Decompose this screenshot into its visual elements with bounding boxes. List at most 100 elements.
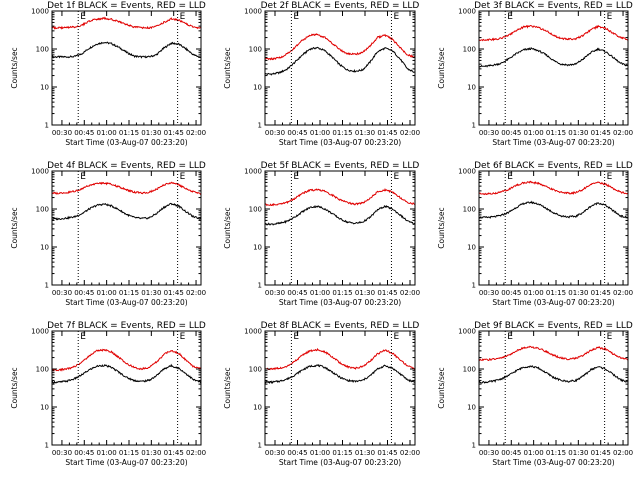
y-axis-title: Counts/sec — [437, 47, 446, 88]
x-tick-label: 01:15 — [332, 449, 352, 457]
x-tick-label: 01:00 — [310, 449, 330, 457]
x-tick-label: 01:15 — [546, 449, 566, 457]
y-tick-label: 10 — [40, 244, 49, 252]
x-tick-label: 01:45 — [164, 289, 184, 297]
y-tick-label: 100 — [249, 366, 262, 374]
x-tick-label: 01:45 — [377, 129, 397, 137]
y-axis-title: Counts/sec — [223, 207, 232, 248]
x-tick-label: 00:30 — [479, 449, 499, 457]
lld-line — [264, 33, 416, 61]
x-tick-label: 00:45 — [74, 289, 94, 297]
marker-label: E — [607, 172, 613, 182]
x-tick-label: 00:30 — [52, 449, 72, 457]
x-tick-label: 00:30 — [265, 129, 285, 137]
x-tick-label: 01:15 — [119, 129, 139, 137]
plot-frame — [51, 10, 202, 126]
plot-frame — [264, 170, 416, 286]
y-tick-label: 1000 — [458, 328, 476, 336]
x-tick-label: 01:30 — [355, 449, 375, 457]
panel-title: Det 2f BLACK = Events, RED = LLD — [261, 1, 420, 11]
y-tick-label: 1000 — [244, 168, 262, 176]
x-tick-label: 02:00 — [186, 129, 206, 137]
marker-label: E — [393, 332, 399, 342]
x-axis-title: Start Time (03-Aug-07 00:23:20) — [279, 138, 401, 147]
x-tick-label: 00:30 — [52, 129, 72, 137]
y-tick-label: 100 — [249, 46, 262, 54]
x-tick-label: 02:00 — [186, 449, 206, 457]
y-tick-label: 10 — [467, 244, 476, 252]
y-tick-label: 1 — [45, 282, 49, 290]
x-axis-title: Start Time (03-Aug-07 00:23:20) — [279, 458, 401, 467]
y-tick-label: 10 — [253, 404, 262, 412]
x-axis-title: Start Time (03-Aug-07 00:23:20) — [65, 138, 187, 147]
x-tick-label: 01:30 — [355, 129, 375, 137]
y-tick-label: 10 — [467, 404, 476, 412]
y-tick-label: 1 — [472, 282, 476, 290]
x-tick-label: 00:45 — [501, 449, 521, 457]
y-tick-label: 100 — [463, 46, 476, 54]
lld-line — [478, 24, 629, 42]
x-tick-label: 00:45 — [74, 449, 94, 457]
x-tick-label: 01:45 — [591, 449, 611, 457]
y-tick-label: 1 — [258, 122, 262, 130]
x-tick-label: 01:00 — [524, 449, 544, 457]
x-tick-label: 02:00 — [613, 449, 633, 457]
x-tick-label: 00:45 — [287, 129, 307, 137]
y-tick-label: 100 — [249, 206, 262, 214]
y-tick-label: 1000 — [31, 328, 49, 336]
panel-title: Det 4f BLACK = Events, RED = LLD — [47, 161, 206, 171]
y-tick-label: 10 — [40, 404, 49, 412]
marker-label: E — [607, 332, 613, 342]
x-tick-label: 01:00 — [97, 129, 117, 137]
x-tick-label: 01:00 — [310, 129, 330, 137]
y-tick-label: 100 — [36, 46, 49, 54]
marker-label: E — [180, 12, 186, 22]
events-line — [478, 47, 629, 68]
lld-line — [51, 16, 202, 30]
y-tick-label: 1000 — [31, 168, 49, 176]
y-tick-label: 1000 — [244, 8, 262, 16]
y-axis-title: Counts/sec — [437, 367, 446, 408]
panel-title: Det 8f BLACK = Events, RED = LLD — [261, 321, 420, 331]
lld-line — [51, 181, 202, 195]
x-tick-label: 02:00 — [400, 449, 420, 457]
x-tick-label: 02:00 — [400, 289, 420, 297]
marker-label: E — [507, 12, 513, 22]
x-tick-label: 02:00 — [613, 289, 633, 297]
x-tick-label: 01:45 — [164, 449, 184, 457]
x-tick-label: 01:15 — [332, 129, 352, 137]
lld-line — [478, 180, 629, 196]
x-tick-label: 01:15 — [119, 289, 139, 297]
marker-label: E — [393, 172, 399, 182]
events-line — [51, 202, 202, 221]
x-tick-label: 01:00 — [97, 449, 117, 457]
marker-label: E — [293, 332, 299, 342]
x-tick-label: 00:30 — [265, 289, 285, 297]
y-tick-label: 100 — [463, 206, 476, 214]
y-tick-label: 1000 — [31, 8, 49, 16]
x-tick-label: 01:00 — [310, 289, 330, 297]
marker-label: E — [180, 332, 186, 342]
x-tick-label: 00:30 — [52, 289, 72, 297]
x-tick-label: 00:45 — [287, 449, 307, 457]
y-tick-label: 10 — [253, 84, 262, 92]
y-tick-label: 1 — [472, 122, 476, 130]
events-line — [51, 41, 202, 59]
y-tick-label: 10 — [467, 84, 476, 92]
x-axis-title: Start Time (03-Aug-07 00:23:20) — [492, 298, 614, 307]
marker-label: E — [80, 12, 86, 22]
lld-line — [51, 348, 202, 372]
plot-frame — [51, 330, 202, 446]
x-tick-label: 01:15 — [546, 289, 566, 297]
marker-label: E — [507, 172, 513, 182]
x-tick-label: 01:30 — [141, 129, 161, 137]
x-axis-title: Start Time (03-Aug-07 00:23:20) — [279, 298, 401, 307]
